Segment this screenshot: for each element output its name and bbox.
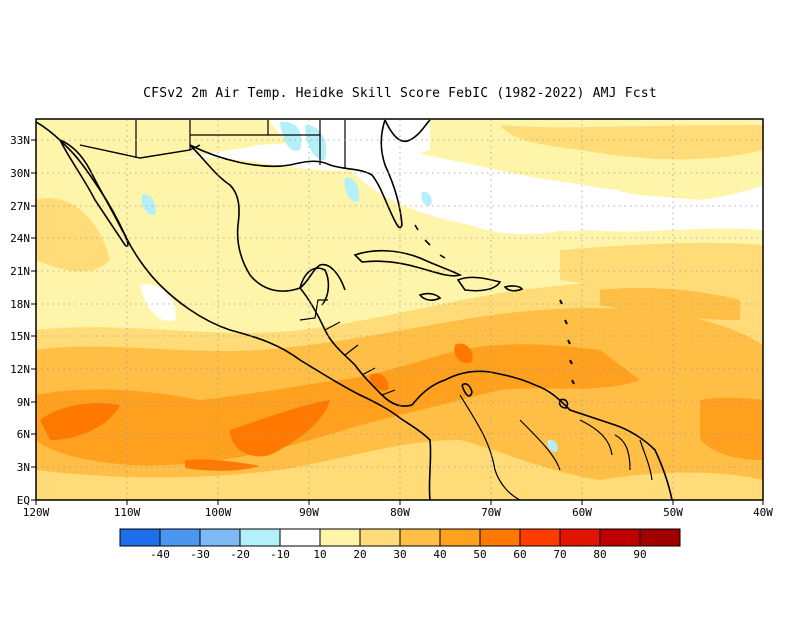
field-neg-2 — [305, 125, 327, 161]
y-tick-label: 3N — [17, 461, 30, 474]
colorbar-box — [359, 528, 401, 547]
colorbar-label: 60 — [513, 548, 526, 561]
x-tick-label: 110W — [114, 506, 141, 519]
y-tick-label: 21N — [10, 265, 30, 278]
colorbar-box — [319, 528, 361, 547]
coast-bahamas — [414, 224, 446, 259]
colorbar-label: 80 — [593, 548, 606, 561]
colorbar-box — [559, 528, 601, 547]
colorbar — [119, 528, 681, 547]
colorbar-box — [599, 528, 641, 547]
coast-yucatan — [299, 267, 330, 306]
coastlines — [36, 119, 673, 500]
field-c60-3 — [185, 459, 260, 471]
coast-hispaniola — [456, 276, 502, 292]
field-c60-2 — [230, 400, 330, 457]
colorbar-label: -10 — [270, 548, 290, 561]
colorbar-label: 30 — [393, 548, 406, 561]
field-c60-1 — [40, 403, 120, 440]
x-tick-label: 70W — [481, 506, 501, 519]
x-tick-label: 40W — [753, 506, 773, 519]
coast-baja — [59, 139, 129, 248]
colorbar-label: 20 — [353, 548, 366, 561]
field-white-6 — [140, 284, 176, 321]
field-c30-1 — [500, 125, 763, 160]
colorbar-labels: -40 -30 -20 -10 10 20 30 40 50 60 70 80 … — [150, 548, 647, 561]
coast-puerto-rico — [503, 285, 524, 292]
y-tick-label: 24N — [10, 232, 30, 245]
y-tick-label: EQ — [17, 494, 30, 507]
coast-jamaica — [418, 292, 442, 301]
field-c50-2 — [700, 397, 763, 460]
colorbar-box — [639, 528, 681, 547]
x-tick-label: 80W — [390, 506, 410, 519]
colorbar-box — [399, 528, 441, 547]
borders-central-america — [324, 321, 396, 396]
colorbar-box — [479, 528, 521, 547]
y-tick-label: 27N — [10, 200, 30, 213]
x-tick-marks — [35, 500, 764, 505]
y-tick-label: 12N — [10, 363, 30, 376]
colorbar-box — [159, 528, 201, 547]
field-white-2 — [470, 176, 763, 232]
x-tick-labels: 120W 110W 100W 90W 80W 70W 60W 50W 40W — [23, 506, 774, 519]
shaded-field — [36, 119, 763, 500]
y-tick-label: 18N — [10, 298, 30, 311]
field-neg-3 — [344, 177, 360, 202]
coast-central-america — [299, 287, 413, 407]
x-tick-label: 100W — [205, 506, 232, 519]
field-c60-4 — [454, 343, 473, 364]
field-neg-5 — [421, 191, 432, 206]
coast-pacific — [36, 121, 432, 500]
field-neg-4 — [141, 194, 156, 216]
colorbar-label: -40 — [150, 548, 170, 561]
coast-cuba — [353, 249, 463, 277]
field-c30-4 — [560, 242, 763, 286]
y-tick-label: 6N — [17, 428, 30, 441]
map-title: CFSv2 2m Air Temp. Heidke Skill Score Fe… — [143, 86, 657, 101]
field-neg-6 — [547, 439, 558, 452]
field-c50-1 — [36, 344, 640, 466]
y-tick-label: 9N — [17, 396, 30, 409]
coast-gulf-mexico — [189, 144, 346, 292]
coast-south-america — [411, 370, 673, 500]
coast-us-gulf — [189, 119, 403, 229]
y-tick-labels: EQ 3N 6N 9N 12N 15N 18N 21N 24N 27N 30N … — [10, 134, 30, 507]
colorbar-box — [439, 528, 481, 547]
colorbar-label: 10 — [313, 548, 326, 561]
colorbar-label: -20 — [230, 548, 250, 561]
colorbar-box — [119, 528, 161, 547]
coast-trinidad — [558, 398, 569, 409]
coast-lesser-antilles — [559, 299, 575, 385]
borders-south-america — [459, 394, 653, 500]
grid-lines — [36, 119, 763, 500]
colorbar-label: 70 — [553, 548, 566, 561]
x-tick-label: 60W — [572, 506, 592, 519]
colorbar-box — [519, 528, 561, 547]
colorbar-label: 40 — [433, 548, 446, 561]
y-tick-label: 30N — [10, 167, 30, 180]
border-us-mexico — [79, 144, 201, 159]
coast-maracaibo — [461, 383, 473, 397]
x-tick-label: 120W — [23, 506, 50, 519]
borders-guatemala-belize — [299, 299, 328, 321]
y-tick-label: 33N — [10, 134, 30, 147]
x-tick-label: 50W — [663, 506, 683, 519]
colorbar-label: -30 — [190, 548, 210, 561]
colorbar-label: 90 — [633, 548, 646, 561]
colorbar-label: 50 — [473, 548, 486, 561]
field-c30-2 — [36, 198, 110, 272]
y-tick-label: 15N — [10, 330, 30, 343]
x-tick-label: 90W — [299, 506, 319, 519]
y-tick-marks — [31, 139, 36, 501]
colorbar-box — [199, 528, 241, 547]
field-neg-1 — [280, 121, 302, 151]
colorbar-box — [239, 528, 281, 547]
colorbar-box — [279, 528, 321, 547]
